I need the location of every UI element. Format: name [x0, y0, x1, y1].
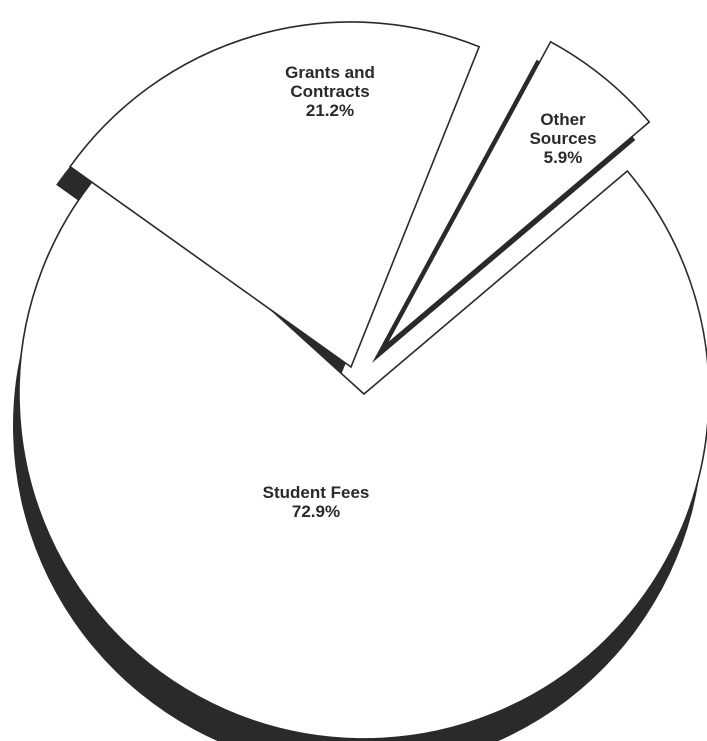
other-sources-slice: [385, 40, 651, 346]
grants-and-contracts-slice: [68, 21, 481, 369]
student-fees-slice: [18, 161, 707, 740]
student-fees-label: Student Fees 72.9%: [263, 483, 370, 521]
grants-and-contracts-label: Grants and Contracts 21.2%: [285, 63, 375, 120]
slice-labels: Student Fees 72.9% Grants and Contracts 21.2…: [263, 63, 597, 521]
slice-faces: [18, 21, 707, 740]
other-sources-label: Other Sources 5.9%: [529, 110, 596, 167]
